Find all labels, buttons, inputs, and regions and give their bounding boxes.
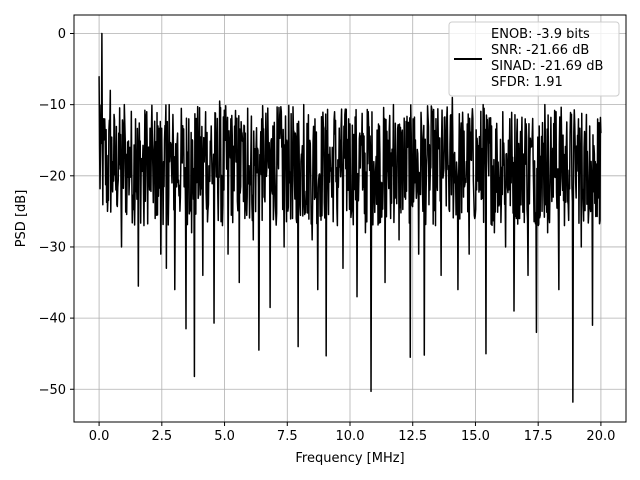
x-tick-label: 20.0 bbox=[586, 429, 615, 444]
legend-line-snr: SNR: -21.66 dB bbox=[491, 43, 589, 58]
x-tick-label: 2.5 bbox=[151, 429, 172, 444]
y-tick-label: −50 bbox=[39, 383, 66, 398]
x-tick-label: 17.5 bbox=[524, 429, 553, 444]
y-tick-label: −40 bbox=[39, 312, 66, 327]
series-layer bbox=[98, 32, 602, 403]
psd-series-line bbox=[98, 32, 602, 403]
x-tick-label: 15.0 bbox=[461, 429, 490, 444]
y-tick-label: −10 bbox=[39, 98, 66, 113]
ticks: 0.0 2.5 5.0 7.5 10.0 12.5 15.0 17.5 20.0 0 −10 −20 −… bbox=[39, 27, 616, 444]
legend-box bbox=[448, 21, 620, 97]
x-axis-label: Frequency [MHz] bbox=[295, 451, 404, 466]
legend-line-sfdr: SFDR: 1.91 bbox=[491, 75, 563, 90]
x-tick-label: 0.0 bbox=[89, 429, 110, 444]
y-tick-label: −20 bbox=[39, 169, 66, 184]
x-tick-label: 5.0 bbox=[214, 429, 235, 444]
legend-line-enob: ENOB: -3.9 bits bbox=[491, 27, 590, 42]
y-tick-label: 0 bbox=[58, 27, 66, 42]
x-tick-label: 7.5 bbox=[277, 429, 298, 444]
legend-line-sinad: SINAD: -21.69 dB bbox=[491, 59, 603, 74]
x-tick-label: 12.5 bbox=[398, 429, 427, 444]
x-tick-label: 10.0 bbox=[336, 429, 365, 444]
y-tick-label: −30 bbox=[39, 240, 66, 255]
y-axis-label: PSD [dB] bbox=[14, 190, 29, 248]
legend: ENOB: -3.9 bits SNR: -21.66 dB SINAD: -2… bbox=[448, 21, 620, 97]
